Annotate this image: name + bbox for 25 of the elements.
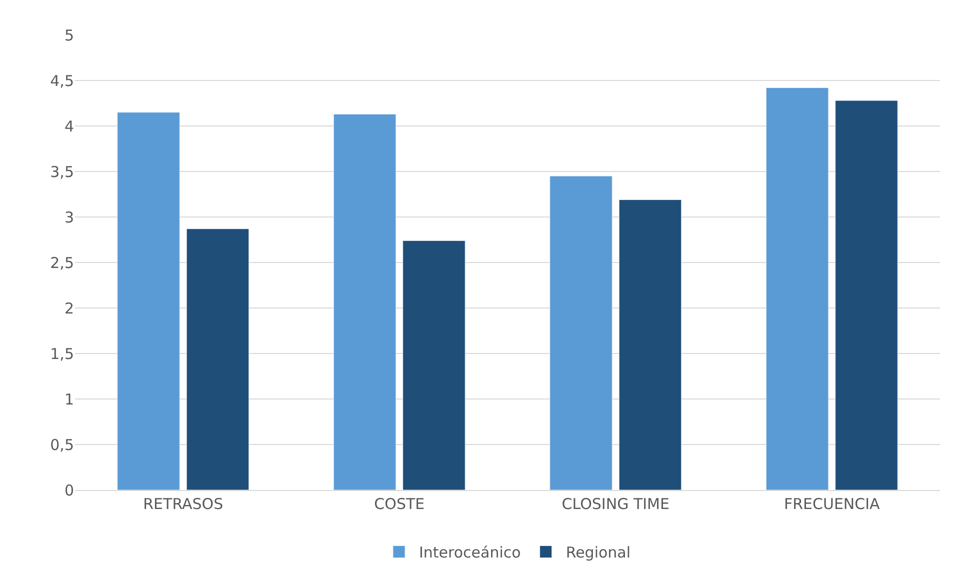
y-tick-label: 4 — [64, 117, 74, 136]
bar — [186, 228, 250, 490]
x-tick-label: FRECUENCIA — [784, 495, 881, 513]
x-tick-label: CLOSING TIME — [562, 495, 670, 513]
legend-label: Interoceánico — [419, 544, 521, 562]
y-tick-label: 3 — [64, 208, 74, 226]
bar — [550, 176, 612, 490]
bar — [835, 100, 898, 490]
legend-label: Regional — [566, 544, 631, 562]
y-tick-label: 1,5 — [50, 344, 74, 363]
bar — [117, 112, 180, 490]
x-tick-label: RETRASOS — [143, 495, 224, 513]
y-tick-label: 1 — [64, 390, 74, 408]
bar — [766, 88, 829, 490]
y-tick-label: 4,5 — [50, 72, 74, 90]
bar — [333, 114, 396, 490]
y-tick-label: 3,5 — [50, 162, 74, 181]
y-tick-label: 5 — [64, 26, 74, 44]
bar — [618, 199, 682, 490]
y-tick-label: 0,5 — [50, 436, 74, 454]
y-tick-label: 0 — [64, 481, 74, 500]
bar — [402, 240, 466, 490]
x-tick-label: COSTE — [374, 495, 425, 513]
y-tick-label: 2,5 — [50, 254, 74, 272]
y-tick-label: 2 — [64, 299, 74, 318]
